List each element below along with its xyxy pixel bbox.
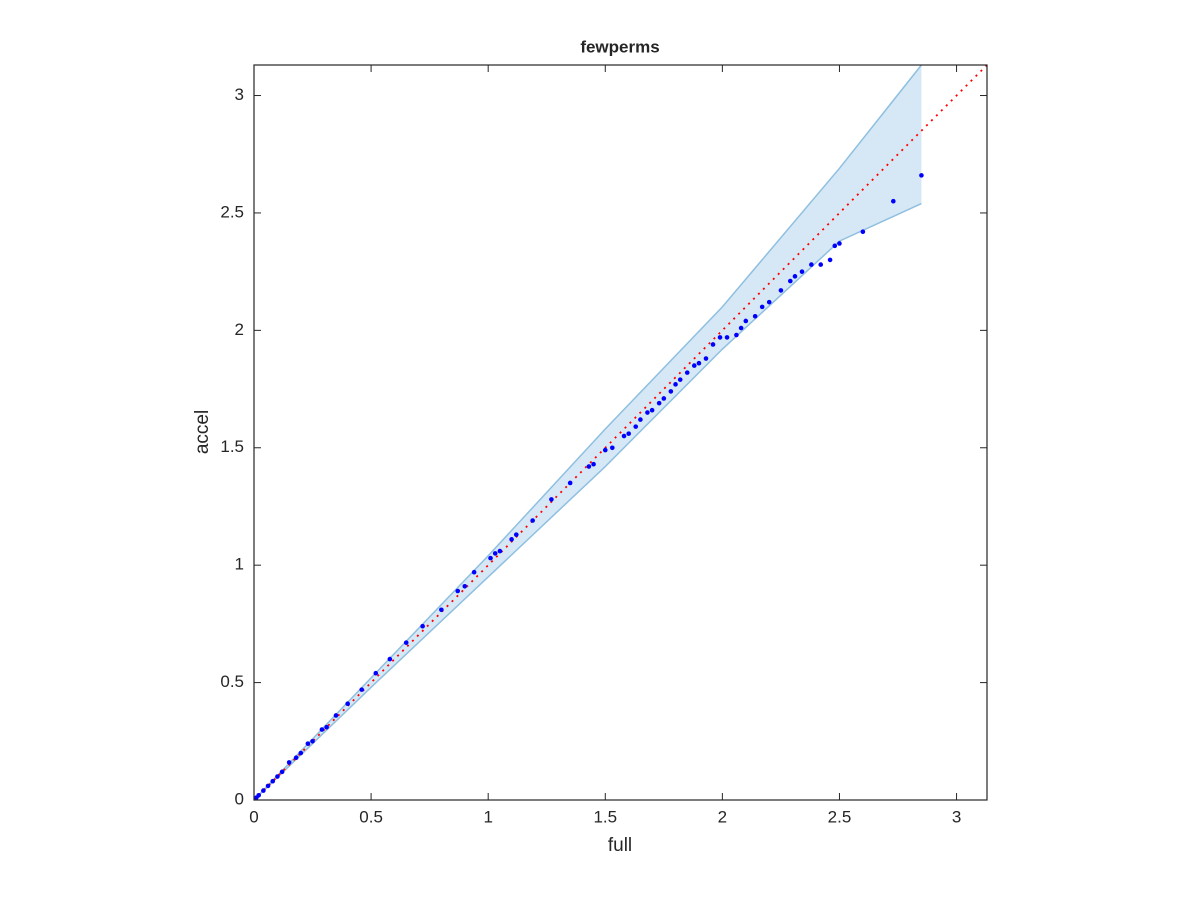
y-tick-label: 2 xyxy=(235,320,244,339)
point xyxy=(656,400,662,406)
point xyxy=(324,724,329,730)
y-tick-label: 3 xyxy=(235,85,244,104)
point xyxy=(766,299,772,305)
point xyxy=(645,410,650,415)
point xyxy=(638,417,643,422)
x-tick-label: 2.5 xyxy=(828,807,852,826)
x-tick-label: 0 xyxy=(249,807,258,826)
point xyxy=(279,769,285,775)
point xyxy=(827,257,833,263)
y-axis-label: accel xyxy=(192,410,213,454)
point xyxy=(738,325,744,331)
point xyxy=(403,640,409,645)
point xyxy=(261,788,266,793)
point xyxy=(305,741,311,746)
y-tick-label: 0 xyxy=(235,789,244,808)
point xyxy=(420,623,425,629)
point xyxy=(633,424,639,429)
point xyxy=(286,760,292,765)
point xyxy=(471,569,477,575)
point xyxy=(809,262,814,267)
point xyxy=(759,304,765,310)
x-tick-label: 0.5 xyxy=(359,807,383,826)
point xyxy=(799,269,805,274)
point xyxy=(319,727,325,732)
point xyxy=(668,389,674,394)
chart-title: fewperms xyxy=(580,37,659,56)
point xyxy=(298,750,304,756)
point xyxy=(455,588,461,594)
point xyxy=(602,447,608,453)
point xyxy=(591,461,596,467)
x-tick-label: 1 xyxy=(483,807,492,826)
point xyxy=(710,342,716,347)
point xyxy=(439,607,444,613)
y-tick-label: 1 xyxy=(235,555,244,574)
point xyxy=(919,173,924,178)
point xyxy=(837,241,842,246)
point xyxy=(488,555,493,561)
point xyxy=(684,370,690,375)
point xyxy=(673,382,678,387)
y-tick-label: 2.5 xyxy=(220,202,244,221)
point xyxy=(333,713,339,718)
point xyxy=(787,278,793,284)
point xyxy=(792,274,798,279)
point xyxy=(734,332,739,338)
point xyxy=(549,497,554,502)
point xyxy=(832,243,838,249)
point xyxy=(462,584,468,589)
point xyxy=(818,262,824,267)
point xyxy=(265,783,271,789)
point xyxy=(586,464,592,469)
point xyxy=(649,407,655,413)
x-tick-label: 3 xyxy=(952,807,961,826)
point xyxy=(492,551,498,556)
point xyxy=(275,774,280,779)
plot-frame xyxy=(253,64,988,801)
point xyxy=(691,363,697,368)
x-axis-label: full xyxy=(608,835,632,856)
point xyxy=(860,229,866,235)
point xyxy=(661,396,667,401)
point xyxy=(752,313,758,319)
reference-line xyxy=(253,64,988,801)
y-tick-label: 0.5 xyxy=(220,672,244,691)
point xyxy=(778,288,784,293)
point xyxy=(509,537,514,542)
point xyxy=(359,687,365,692)
band-edge xyxy=(253,202,922,801)
band-edge xyxy=(253,64,923,801)
point xyxy=(270,778,276,784)
point xyxy=(724,335,730,340)
point xyxy=(345,701,350,707)
point xyxy=(373,670,379,676)
point xyxy=(677,377,683,382)
point xyxy=(513,532,519,537)
point xyxy=(621,433,627,439)
point xyxy=(696,360,702,366)
point xyxy=(703,356,709,361)
point xyxy=(567,480,573,486)
point xyxy=(743,318,749,324)
point xyxy=(626,431,631,436)
point xyxy=(891,198,896,204)
x-tick-label: 1.5 xyxy=(593,807,617,826)
point xyxy=(717,335,723,340)
point xyxy=(387,656,393,662)
point xyxy=(256,793,261,798)
point xyxy=(610,445,615,451)
point xyxy=(310,738,315,744)
point xyxy=(497,548,503,554)
point xyxy=(293,755,299,761)
y-tick-label: 1.5 xyxy=(220,437,244,456)
x-tick-label: 2 xyxy=(718,807,727,826)
point xyxy=(530,518,535,523)
